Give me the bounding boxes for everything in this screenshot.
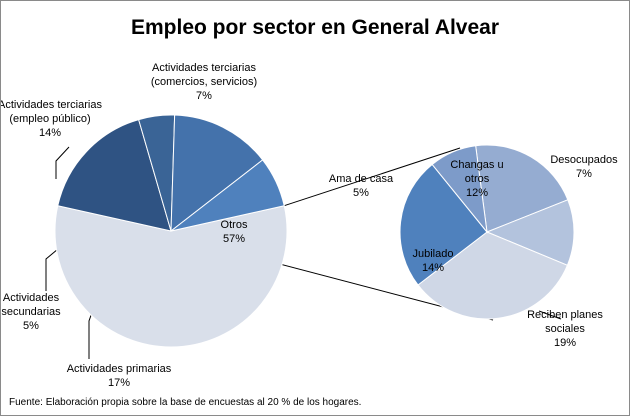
secondary-pie bbox=[399, 144, 575, 320]
chart-title: Empleo por sector en General Alvear bbox=[131, 16, 499, 39]
main-label-actividades-terciarias-comercios-servicios: Actividades terciarias (comercios, servic… bbox=[151, 62, 257, 102]
main-label-otros: Otros 57% bbox=[221, 219, 248, 245]
leader-line-planes bbox=[538, 310, 562, 320]
slice-reciben-planes-sociales bbox=[417, 231, 569, 320]
slice-jubilado bbox=[399, 163, 488, 286]
leader-line-secundarias bbox=[45, 248, 59, 291]
main-label-actividades-secundarias: Actividades secundarias 5% bbox=[1, 292, 61, 332]
secondary-label-jubilado: Jubilado 14% bbox=[413, 248, 454, 274]
secondary-label-changas-u-otros: Changas u otros 12% bbox=[450, 159, 503, 199]
slice-actividades-terciarias-comercios-servicios bbox=[170, 159, 285, 232]
secondary-label-ama-de-casa: Ama de casa 5% bbox=[329, 173, 394, 199]
slice-changas-u-otros bbox=[475, 144, 569, 233]
main-label-actividades-primarias: Actividades primarias 17% bbox=[67, 363, 172, 389]
slice-actividades-terciarias-empleo-publico bbox=[170, 114, 264, 233]
slice-labels: Otros 57% Actividades primarias 17% Activida… bbox=[1, 62, 618, 389]
secondary-label-desocupados: Desocupados 7% bbox=[550, 154, 618, 180]
slice-actividades-primarias bbox=[57, 118, 172, 232]
main-pie bbox=[54, 114, 288, 348]
main-label-actividades-terciarias-empleo-publico: Actividades terciarias (empleo público) 14… bbox=[1, 99, 102, 139]
slice-ama-de-casa bbox=[431, 145, 488, 234]
source-note: Fuente: Elaboración propia sobre la base… bbox=[9, 397, 361, 408]
slice-desocupados bbox=[485, 199, 575, 266]
slice-otros bbox=[54, 205, 288, 348]
leader-line-tercearias-publico bbox=[55, 146, 70, 179]
secondary-label-reciben-planes-sociales: Reciben planes sociales 19% bbox=[527, 309, 603, 349]
connector-line-top bbox=[284, 147, 461, 207]
